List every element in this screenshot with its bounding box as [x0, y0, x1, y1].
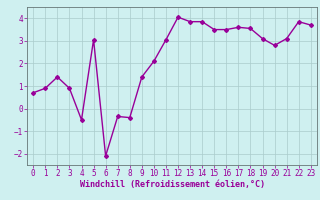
X-axis label: Windchill (Refroidissement éolien,°C): Windchill (Refroidissement éolien,°C) — [79, 180, 265, 189]
